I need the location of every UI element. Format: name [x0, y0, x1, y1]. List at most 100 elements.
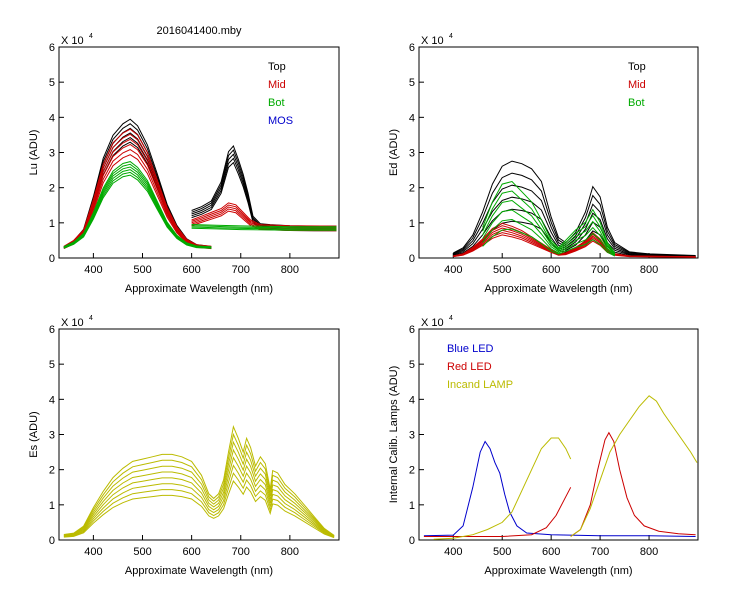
y-axis-label: Lu (ADU) [28, 130, 40, 176]
series-line-top [191, 153, 337, 229]
y-tick-label: 0 [409, 253, 415, 265]
legend-entry-bot: Bot [628, 97, 645, 109]
series-line-blue-led [423, 440, 696, 537]
x-tick-label: 600 [182, 546, 200, 558]
y-tick-label: 6 [409, 324, 415, 336]
legend-entry-top: Top [628, 61, 646, 73]
y-tick-label: 0 [409, 535, 415, 547]
series-line-es [63, 440, 335, 537]
x-axis-label: Approximate Wavelength (nm) [484, 565, 632, 577]
y-tick-label: 6 [49, 324, 55, 336]
y-tick-label: 1 [49, 218, 55, 230]
legend-entry-mos: MOS [268, 115, 293, 127]
y-tick-label: 2 [409, 183, 415, 195]
series-line-es [63, 480, 335, 539]
x-axis-label: Approximate Wavelength (nm) [125, 283, 273, 295]
x-tick-label: 700 [591, 264, 609, 276]
series-line-top [453, 184, 696, 257]
y-tick-label: 6 [409, 42, 415, 54]
x-tick-label: 800 [640, 546, 658, 558]
x-axis-label: Approximate Wavelength (nm) [125, 565, 273, 577]
y-tick-label: 3 [409, 430, 415, 442]
series-line-bot [63, 171, 212, 249]
series-line-es [63, 432, 335, 537]
series-line-bot [482, 190, 616, 254]
series-line-bot [482, 209, 616, 256]
legend-entry-bot: Bot [268, 97, 285, 109]
series-line-bot [191, 225, 337, 229]
x-axis-label: Approximate Wavelength (nm) [484, 283, 632, 295]
x-tick-label: 700 [232, 546, 250, 558]
series-line-mid [63, 128, 212, 247]
series-line-bot [191, 226, 337, 230]
series-line-bot [482, 180, 616, 254]
x-tick-label: 500 [493, 546, 511, 558]
series-line-top [191, 145, 337, 227]
series-line-top [191, 149, 337, 228]
y-axis-label: Ed (ADU) [388, 129, 400, 176]
series-line-red-led [423, 487, 572, 537]
axis-multiplier: X 10 [61, 35, 84, 47]
y-axis-label: Es (ADU) [28, 411, 40, 457]
y-tick-label: 4 [409, 394, 415, 406]
series-group [453, 160, 696, 258]
y-tick-label: 6 [49, 42, 55, 54]
y-tick-label: 3 [49, 148, 55, 160]
series-line-bot [482, 199, 616, 255]
y-axis-label: Internal Calib. Lamps (ADU) [388, 366, 400, 504]
y-tick-label: 1 [49, 500, 55, 512]
series-line-incand-lamp [433, 437, 572, 540]
axis-multiplier-exponent: 4 [449, 315, 453, 322]
series-line-mid [63, 143, 212, 249]
y-tick-label: 3 [49, 430, 55, 442]
y-tick-label: 4 [49, 394, 55, 406]
series-line-mid [63, 149, 212, 249]
y-tick-label: 5 [409, 359, 415, 371]
series-group [63, 424, 335, 539]
y-tick-label: 5 [409, 77, 415, 89]
series-line-es [63, 464, 335, 538]
axis-multiplier: X 10 [421, 317, 444, 329]
series-line-bot [482, 218, 616, 256]
plot-frame [418, 46, 699, 259]
y-tick-label: 3 [409, 148, 415, 160]
axis-multiplier-exponent: 4 [89, 315, 93, 322]
x-tick-label: 400 [84, 264, 102, 276]
series-line-red-led [570, 431, 696, 537]
series-line-top [453, 160, 696, 256]
x-tick-label: 500 [493, 264, 511, 276]
axis-multiplier-exponent: 4 [449, 33, 453, 40]
series-line-bot [63, 166, 212, 248]
series-line-incand-lamp [570, 395, 698, 537]
y-tick-label: 4 [409, 112, 415, 124]
series-line-bot [191, 224, 337, 228]
y-tick-label: 1 [409, 500, 415, 512]
legend-entry-mid: Mid [268, 79, 286, 91]
x-tick-label: 600 [542, 264, 560, 276]
series-group [63, 118, 337, 250]
series-line-bot [63, 163, 212, 248]
series-line-es [63, 448, 335, 537]
legend-entry-blue-led: Blue LED [447, 343, 494, 355]
y-tick-label: 0 [49, 535, 55, 547]
x-tick-label: 500 [133, 264, 151, 276]
y-tick-label: 2 [409, 465, 415, 477]
x-tick-label: 700 [232, 264, 250, 276]
legend-entry-mid: Mid [628, 79, 646, 91]
series-line-bot [482, 228, 616, 257]
series-line-es [63, 424, 335, 536]
x-tick-label: 800 [640, 264, 658, 276]
y-tick-label: 4 [49, 112, 55, 124]
x-tick-label: 800 [281, 546, 299, 558]
axis-multiplier: X 10 [61, 317, 84, 329]
x-tick-label: 500 [133, 546, 151, 558]
series-line-mid [63, 138, 212, 248]
series-line-top [453, 208, 696, 258]
series-line-bot [63, 174, 212, 249]
x-tick-label: 600 [542, 546, 560, 558]
y-tick-label: 5 [49, 359, 55, 371]
axis-multiplier: X 10 [421, 35, 444, 47]
y-tick-label: 2 [49, 465, 55, 477]
